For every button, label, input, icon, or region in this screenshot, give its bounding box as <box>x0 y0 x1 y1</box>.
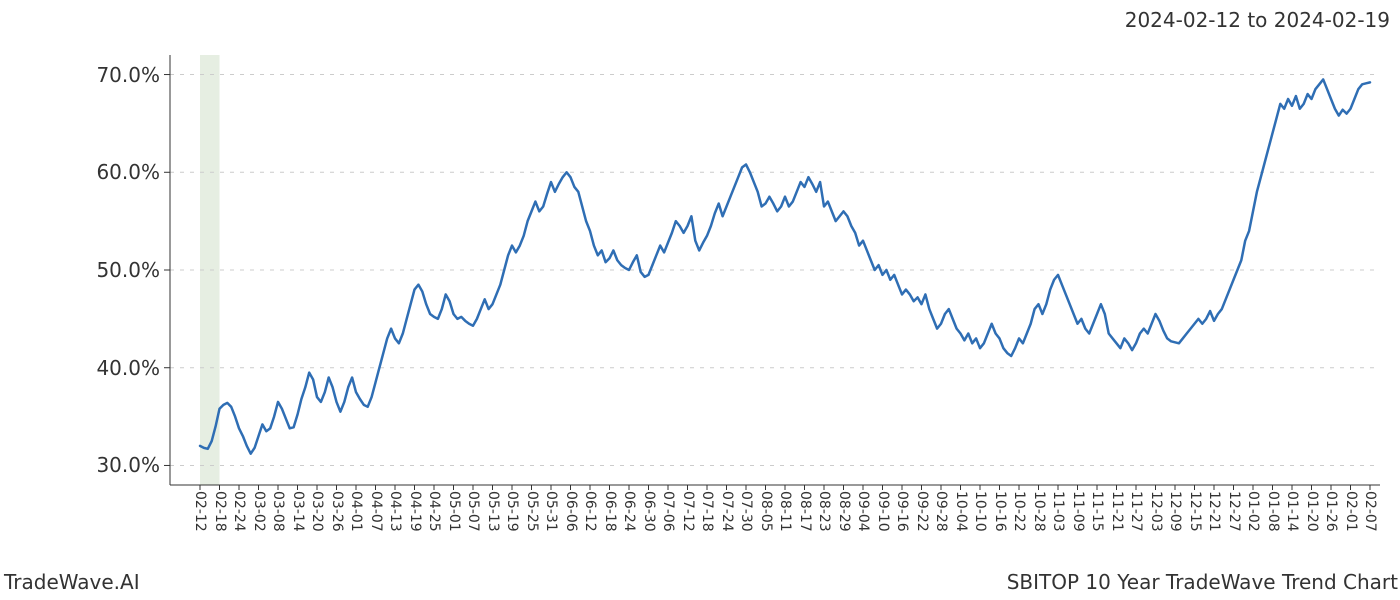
x-tick-label: 05-01 <box>446 491 462 532</box>
x-tick-label: 07-12 <box>680 491 696 532</box>
trend-line <box>200 79 1370 453</box>
x-tick-label: 11-09 <box>1070 491 1086 532</box>
x-tick-label: 08-17 <box>797 491 813 532</box>
x-tick-label: 11-21 <box>1109 491 1125 532</box>
x-tick-label: 01-08 <box>1265 491 1281 532</box>
x-tick-label: 12-27 <box>1226 491 1242 532</box>
x-tick-label: 04-25 <box>426 491 442 532</box>
y-tick-label: 50.0% <box>96 258 170 282</box>
x-tick-label: 01-02 <box>1245 491 1261 532</box>
y-tick-label: 40.0% <box>96 356 170 380</box>
x-tick-label: 03-08 <box>270 491 286 532</box>
x-tick-label: 04-13 <box>387 491 403 532</box>
x-tick-label: 12-09 <box>1167 491 1183 532</box>
x-tick-label: 06-24 <box>621 491 637 532</box>
x-tick-label: 05-07 <box>465 491 481 532</box>
x-tick-label: 06-18 <box>602 491 618 532</box>
plot-svg <box>170 55 1380 485</box>
x-tick-label: 09-28 <box>933 491 949 532</box>
y-tick-label: 70.0% <box>96 63 170 87</box>
x-tick-label: 03-14 <box>290 491 306 532</box>
x-tick-label: 06-30 <box>641 491 657 532</box>
chart-title: SBITOP 10 Year TradeWave Trend Chart <box>1007 570 1398 594</box>
x-tick-label: 06-12 <box>582 491 598 532</box>
x-tick-label: 01-20 <box>1304 491 1320 532</box>
y-tick-label: 30.0% <box>96 453 170 477</box>
x-tick-label: 04-07 <box>368 491 384 532</box>
x-tick-label: 09-16 <box>894 491 910 532</box>
x-tick-label: 02-07 <box>1362 491 1378 532</box>
x-tick-label: 08-05 <box>758 491 774 532</box>
x-tick-label: 11-15 <box>1089 491 1105 532</box>
x-tick-label: 08-23 <box>816 491 832 532</box>
x-tick-label: 04-19 <box>407 491 423 532</box>
plot-area: 30.0%40.0%50.0%60.0%70.0%02-1202-1802-24… <box>170 55 1380 485</box>
x-tick-label: 02-01 <box>1343 491 1359 532</box>
x-tick-label: 03-20 <box>309 491 325 532</box>
x-tick-label: 07-18 <box>699 491 715 532</box>
x-tick-label: 05-19 <box>504 491 520 532</box>
x-tick-label: 09-04 <box>855 491 871 532</box>
tradewave-trend-chart: 2024-02-12 to 2024-02-19 30.0%40.0%50.0%… <box>0 0 1400 600</box>
x-tick-label: 07-06 <box>660 491 676 532</box>
x-tick-label: 10-10 <box>972 491 988 532</box>
x-tick-label: 12-15 <box>1187 491 1203 532</box>
x-tick-label: 09-10 <box>875 491 891 532</box>
y-tick-label: 60.0% <box>96 160 170 184</box>
x-tick-label: 10-04 <box>953 491 969 532</box>
x-tick-label: 10-22 <box>1011 491 1027 532</box>
x-tick-label: 05-13 <box>485 491 501 532</box>
x-tick-label: 12-03 <box>1148 491 1164 532</box>
x-tick-label: 08-11 <box>777 491 793 532</box>
x-tick-label: 07-30 <box>738 491 754 532</box>
x-tick-label: 03-02 <box>251 491 267 532</box>
x-tick-label: 02-12 <box>192 491 208 532</box>
x-tick-label: 01-14 <box>1284 491 1300 532</box>
date-range-label: 2024-02-12 to 2024-02-19 <box>1125 8 1390 32</box>
x-tick-label: 03-26 <box>329 491 345 532</box>
x-tick-label: 02-24 <box>231 491 247 532</box>
x-tick-label: 05-31 <box>543 491 559 532</box>
brand-label: TradeWave.AI <box>4 570 140 594</box>
x-tick-label: 11-27 <box>1128 491 1144 532</box>
x-tick-label: 12-21 <box>1206 491 1222 532</box>
x-tick-label: 10-16 <box>992 491 1008 532</box>
x-tick-label: 04-01 <box>348 491 364 532</box>
x-tick-label: 09-22 <box>914 491 930 532</box>
x-tick-label: 07-24 <box>719 491 735 532</box>
x-tick-label: 06-06 <box>563 491 579 532</box>
x-tick-label: 08-29 <box>836 491 852 532</box>
x-tick-label: 05-25 <box>524 491 540 532</box>
x-tick-label: 02-18 <box>212 491 228 532</box>
x-tick-label: 01-26 <box>1323 491 1339 532</box>
x-tick-label: 10-28 <box>1031 491 1047 532</box>
x-tick-label: 11-03 <box>1050 491 1066 532</box>
